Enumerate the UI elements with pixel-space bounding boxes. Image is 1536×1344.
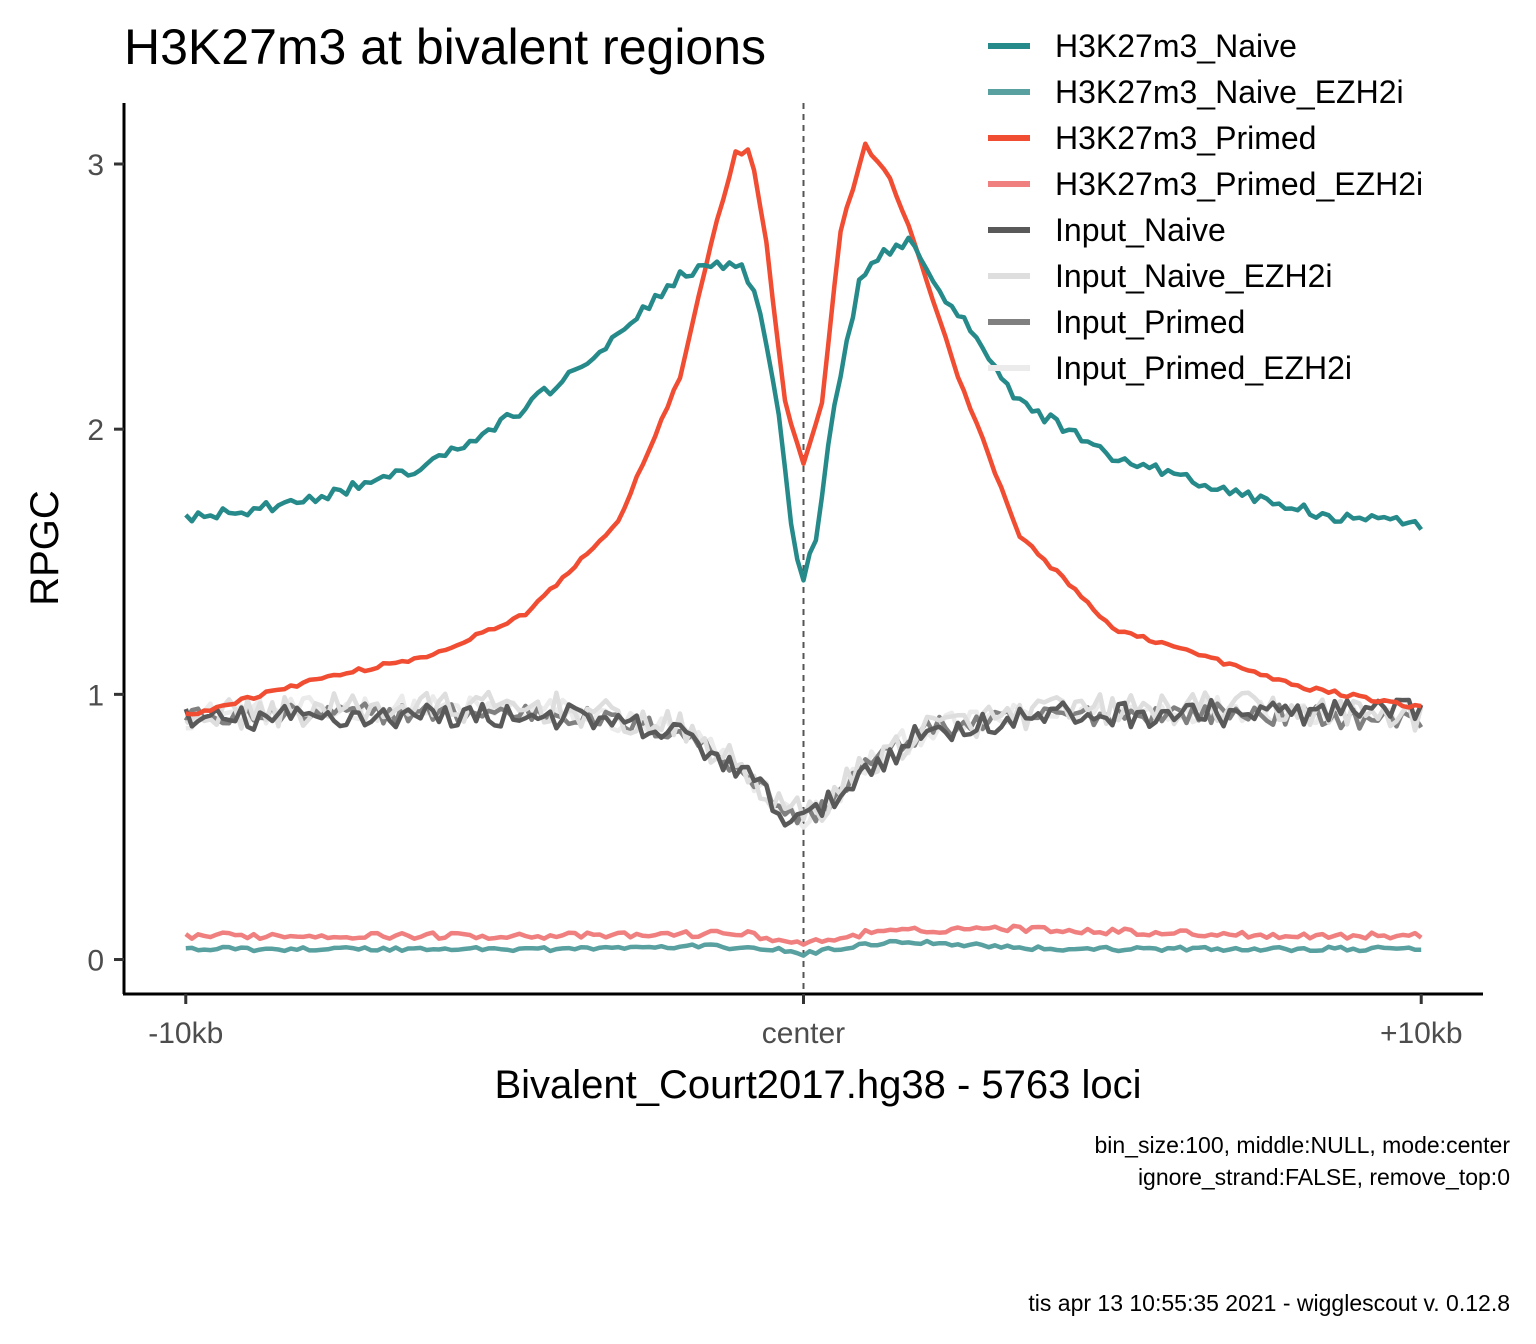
caption-line-2: ignore_strand:FALSE, remove_top:0 bbox=[1138, 1164, 1510, 1190]
legend-label: H3K27m3_Primed_EZH2i bbox=[1055, 166, 1423, 202]
legend-label: Input_Naive bbox=[1055, 212, 1226, 248]
y-ticks: 0 1 2 3 bbox=[87, 149, 124, 978]
y-tick-label: 3 bbox=[87, 149, 104, 182]
x-tick-label: +10kb bbox=[1380, 1017, 1463, 1050]
legend-label: H3K27m3_Primed bbox=[1055, 120, 1316, 156]
series-group bbox=[183, 141, 1424, 958]
footer-timestamp: tis apr 13 10:55:35 2021 - wigglescout v… bbox=[1028, 1290, 1510, 1316]
series-line bbox=[184, 923, 1423, 947]
x-axis-title: Bivalent_Court2017.hg38 - 5763 loci bbox=[494, 1063, 1141, 1107]
legend-item: H3K27m3_Primed bbox=[988, 120, 1316, 156]
y-axis-title: RPGC bbox=[23, 490, 67, 606]
legend-item: Input_Primed bbox=[988, 304, 1245, 340]
chart-title: H3K27m3 at bivalent regions bbox=[124, 19, 766, 75]
plot-area: 0 1 2 3 -10kb center +10kb bbox=[87, 103, 1483, 1050]
legend-item: H3K27m3_Primed_EZH2i bbox=[988, 166, 1423, 202]
legend-label: H3K27m3_Naive_EZH2i bbox=[1055, 74, 1404, 110]
legend-label: H3K27m3_Naive bbox=[1055, 28, 1297, 64]
series-line bbox=[185, 141, 1422, 717]
y-tick-label: 0 bbox=[87, 945, 104, 978]
caption-line-1: bin_size:100, middle:NULL, mode:center bbox=[1094, 1132, 1510, 1158]
series-line bbox=[183, 697, 1424, 828]
legend-item: H3K27m3_Naive bbox=[988, 28, 1297, 64]
x-ticks: -10kb center +10kb bbox=[148, 994, 1463, 1050]
legend-item: H3K27m3_Naive_EZH2i bbox=[988, 74, 1404, 110]
series-line bbox=[184, 235, 1424, 583]
legend: H3K27m3_Naive H3K27m3_Naive_EZH2i H3K27m3_… bbox=[988, 28, 1423, 386]
x-tick-label: center bbox=[762, 1017, 845, 1050]
legend-label: Input_Primed_EZH2i bbox=[1055, 350, 1352, 386]
legend-label: Input_Primed bbox=[1055, 304, 1245, 340]
x-tick-label: -10kb bbox=[148, 1017, 223, 1050]
legend-item: Input_Naive bbox=[988, 212, 1226, 248]
legend-item: Input_Naive_EZH2i bbox=[988, 258, 1332, 294]
legend-item: Input_Primed_EZH2i bbox=[988, 350, 1352, 386]
series-line bbox=[185, 938, 1422, 958]
y-tick-label: 2 bbox=[87, 414, 104, 447]
legend-label: Input_Naive_EZH2i bbox=[1055, 258, 1332, 294]
y-tick-label: 1 bbox=[87, 679, 104, 712]
